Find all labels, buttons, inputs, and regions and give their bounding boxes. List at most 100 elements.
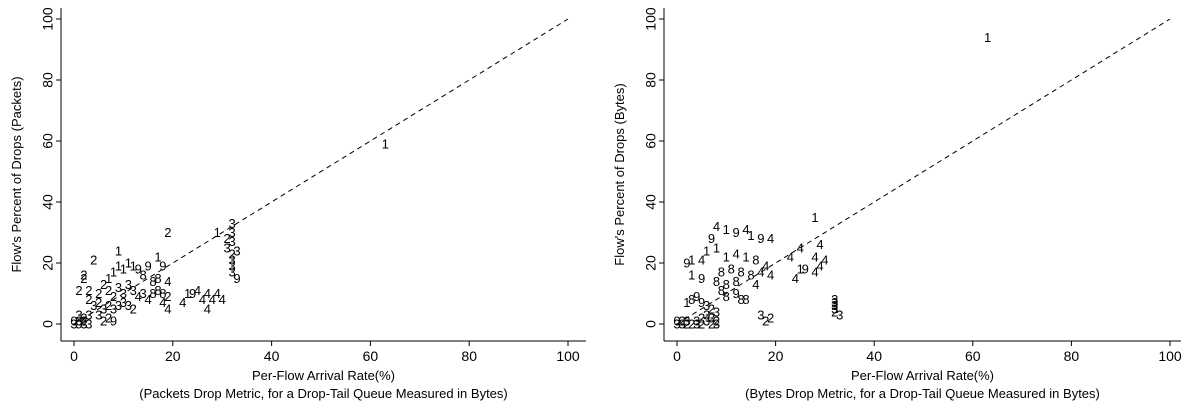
y-tick-label: 40 [643,194,659,210]
data-point: 3 [125,277,132,292]
y-tick-label: 100 [40,7,56,31]
data-point: 4 [209,292,216,307]
data-point: 9 [144,259,151,274]
data-point: 1 [214,225,221,240]
data-point: 3 [228,225,235,240]
data-point: 3 [831,301,838,316]
data-point: 9 [693,289,700,304]
x-tick-label: 0 [70,348,78,364]
data-point: 1 [797,262,804,277]
data-point: 3 [130,283,137,298]
y-tick-label: 20 [40,255,56,271]
x-axis-label: Per-Flow Arrival Rate(%) [851,368,994,383]
data-point: 2 [80,271,87,286]
y-tick-label: 40 [40,194,56,210]
data-point: 2 [688,317,695,332]
data-point: 9 [110,313,117,328]
data-point: 2 [164,225,171,240]
y-tick-label: 60 [643,133,659,149]
data-point: 3 [85,307,92,322]
data-point: 8 [723,289,730,304]
data-point: 4 [204,301,211,316]
data-point: 1 [723,249,730,264]
data-point: 9 [757,231,764,246]
data-point: 4 [757,265,764,280]
data-point: 3 [678,317,685,332]
data-point: 8 [718,265,725,280]
data-point: 8 [742,292,749,307]
data-point: 1 [382,137,389,152]
data-point: 9 [75,317,82,332]
data-point: 2 [678,313,685,328]
data-point: 0 [70,313,77,328]
data-point: 1 [184,286,191,301]
data-point: 1 [688,268,695,283]
data-point: 8 [733,274,740,289]
data-point: 4 [698,252,705,267]
data-point: 1 [747,228,754,243]
data-point: 3 [233,243,240,258]
x-tick-label: 80 [461,348,477,364]
data-point: 3 [673,317,680,332]
data-point: 0 [673,313,680,328]
data-point: 1 [130,259,137,274]
data-point: 3 [228,234,235,249]
data-point: 9 [189,286,196,301]
data-point: 9 [698,271,705,286]
data-point: 2 [698,310,705,325]
data-point: 1 [154,249,161,264]
data-point: 1 [683,295,690,310]
data-point: 2 [105,298,112,313]
data-point: 4 [219,292,226,307]
data-point: 4 [164,301,171,316]
data-point: 9 [698,295,705,310]
data-point: 4 [742,222,749,237]
chart-subtitle: (Packets Drop Metric, for a Drop-Tail Qu… [139,386,507,401]
data-point: 8 [723,277,730,292]
data-point: 9 [159,259,166,274]
data-point: 3 [831,295,838,310]
x-tick-label: 20 [768,348,784,364]
data-point: 8 [149,286,156,301]
data-point: 4 [214,286,221,301]
data-point: 2 [80,268,87,283]
x-tick-label: 0 [673,348,681,364]
data-point: 9 [135,262,142,277]
data-point: 1 [811,210,818,225]
reference-line [676,18,1171,325]
chart-subtitle: (Bytes Drop Metric, for a Drop-Tail Queu… [745,386,1100,401]
data-point: 3 [80,317,87,332]
data-point: 3 [140,286,147,301]
data-point: 3 [703,313,710,328]
data-point: 3 [228,265,235,280]
data-point: 2 [100,313,107,328]
x-tick-label: 60 [363,348,379,364]
x-axis-label: Per-Flow Arrival Rate(%) [252,368,395,383]
data-point: 2 [85,283,92,298]
data-point: 2 [831,304,838,319]
data-point: 3 [757,307,764,322]
data-point: 8 [140,268,147,283]
data-point: 8 [154,283,161,298]
data-point: 2 [228,246,235,261]
data-point: 8 [713,274,720,289]
y-axis-label: Flow's Percent of Drops (Packets) [9,76,24,272]
data-point: 2 [224,231,231,246]
x-tick-label: 60 [965,348,981,364]
data-point: 3 [693,313,700,328]
reference-line [73,18,569,325]
data-point: 2 [767,310,774,325]
data-point: 1 [115,259,122,274]
data-point: 1 [742,249,749,264]
data-point: 2 [762,313,769,328]
data-point: 4 [792,271,799,286]
data-point: 3 [708,310,715,325]
data-point: 2 [95,286,102,301]
data-point: 8 [149,274,156,289]
data-point: 4 [752,277,759,292]
data-point: 3 [125,298,132,313]
y-tick-label: 100 [643,7,659,31]
data-point: 8 [154,271,161,286]
data-point: 9 [802,262,809,277]
